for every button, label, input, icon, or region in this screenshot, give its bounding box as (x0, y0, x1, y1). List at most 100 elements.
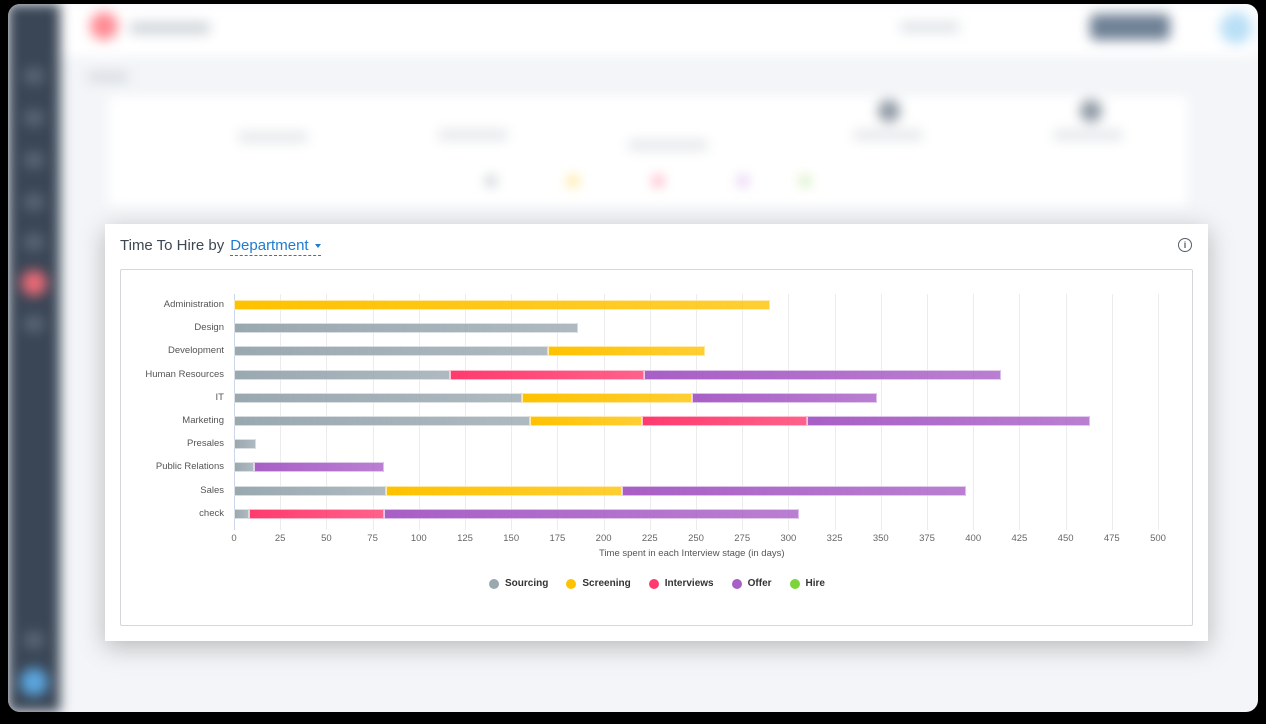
bar-marketing[interactable] (234, 416, 1090, 426)
bar-segment-sourcing[interactable] (234, 369, 451, 380)
category-label: Presales (187, 438, 224, 450)
bar-segment-screening[interactable] (522, 392, 693, 403)
legend-label: Sourcing (505, 578, 549, 589)
x-tick-label: 25 (274, 533, 286, 544)
legend-dot (800, 176, 810, 186)
sidebar-item[interactable] (24, 152, 44, 168)
legend-dot-icon (648, 578, 659, 589)
bar-check[interactable] (234, 508, 800, 519)
x-tick-label: 350 (872, 533, 889, 544)
bar-presales[interactable] (234, 439, 257, 450)
chart-area: Time spent in each Interview stage (in d… (120, 269, 1193, 626)
gridline (465, 294, 466, 530)
bar-segment-offer[interactable] (644, 369, 1001, 380)
sidebar-item[interactable] (24, 110, 44, 126)
category-label: check (199, 507, 224, 519)
category-label: Human Resources (145, 368, 224, 380)
logo (90, 12, 118, 40)
card-title-prefix: Time To Hire by (120, 237, 225, 254)
x-tick-label: 75 (367, 533, 378, 544)
gridline (649, 294, 651, 530)
bar-segment-offer[interactable] (622, 485, 966, 496)
legend-item-offer[interactable]: Offer (731, 578, 772, 589)
legend-dot (738, 176, 748, 186)
legend-dot (653, 176, 663, 186)
gridline (742, 294, 744, 530)
gridline (280, 294, 282, 530)
bar-segment-offer[interactable] (383, 508, 800, 519)
x-tick-label: 250 (688, 533, 704, 544)
bar-segment-interviews[interactable] (642, 416, 807, 426)
bar-it[interactable] (234, 392, 878, 403)
gridline (326, 294, 328, 530)
legend-dot (568, 176, 578, 186)
sidebar-item[interactable] (24, 632, 44, 648)
bar-public-relations[interactable] (234, 462, 384, 473)
legend: Sourcing Screening Interviews Offer Hire (489, 578, 825, 589)
sidebar-item[interactable] (24, 234, 44, 250)
bar-administration[interactable] (234, 300, 770, 310)
x-tick-label: 150 (503, 533, 520, 544)
category-label: Design (194, 322, 224, 334)
bar-segment-offer[interactable] (806, 416, 1090, 426)
category-label: Administration (163, 299, 224, 310)
x-tick-label: 100 (410, 533, 427, 544)
primary-button[interactable] (1090, 14, 1170, 40)
gridline (834, 294, 836, 530)
bar-segment-sourcing[interactable] (234, 346, 549, 357)
bar-segment-interviews[interactable] (248, 508, 384, 519)
sidebar-item[interactable] (24, 316, 44, 332)
bar-segment-sourcing[interactable] (234, 323, 578, 334)
group-by-dropdown[interactable]: Department (230, 237, 321, 256)
category-label: Sales (200, 484, 224, 496)
bar-segment-sourcing[interactable] (234, 485, 386, 496)
blurred-text (438, 130, 508, 140)
bar-segment-offer[interactable] (692, 392, 878, 403)
bar-segment-sourcing[interactable] (234, 416, 530, 426)
legend-item-hire[interactable]: Hire (789, 578, 825, 589)
avatar[interactable] (1220, 12, 1252, 44)
category-label: Marketing (182, 415, 224, 426)
legend-item-sourcing[interactable]: Sourcing (489, 578, 548, 589)
gridline (927, 294, 928, 530)
bar-human-resources[interactable] (234, 369, 1001, 380)
bar-segment-screening[interactable] (529, 416, 643, 426)
bar-design[interactable] (234, 323, 578, 334)
legend-item-interviews[interactable]: Interviews (648, 578, 714, 589)
bar-development[interactable] (234, 346, 706, 357)
legend-dot (486, 176, 496, 186)
bar-segment-interviews[interactable] (450, 369, 645, 380)
sidebar-item[interactable] (24, 194, 44, 210)
x-tick-label: 175 (549, 533, 566, 544)
legend-dot-icon (789, 578, 800, 589)
gridline (418, 294, 420, 530)
sidebar-profile[interactable] (20, 668, 48, 696)
gridline (372, 294, 374, 530)
search-input[interactable] (900, 22, 960, 32)
x-tick-label: 275 (734, 533, 751, 544)
sidebar-item-active[interactable] (21, 270, 47, 296)
x-tick-label: 425 (1011, 533, 1028, 544)
brand-name (130, 22, 210, 34)
bar-segment-screening[interactable] (548, 346, 706, 357)
time-to-hire-card: Time To Hire by Department i Time spent i… (105, 224, 1208, 641)
x-tick-label: 475 (1103, 533, 1120, 544)
bar-segment-screening[interactable] (385, 485, 623, 496)
bar-segment-sourcing[interactable] (234, 462, 255, 473)
info-icon[interactable]: i (1178, 238, 1192, 252)
bar-segment-sourcing[interactable] (234, 508, 249, 519)
bar-segment-sourcing[interactable] (234, 392, 523, 403)
legend-label: Interviews (664, 578, 714, 589)
legend-item-screening[interactable]: Screening (566, 578, 631, 589)
bar-sales[interactable] (234, 485, 966, 496)
caret-down-icon (314, 244, 321, 249)
legend-dot-icon (489, 578, 499, 589)
bar-segment-screening[interactable] (234, 300, 770, 310)
breadcrumb (88, 72, 128, 82)
bar-segment-sourcing[interactable] (234, 439, 257, 450)
x-tick-label: 400 (965, 533, 982, 544)
sidebar-item[interactable] (24, 68, 44, 84)
x-tick-label: 0 (231, 533, 237, 544)
x-tick-label: 200 (595, 533, 612, 544)
bar-segment-offer[interactable] (254, 462, 384, 473)
